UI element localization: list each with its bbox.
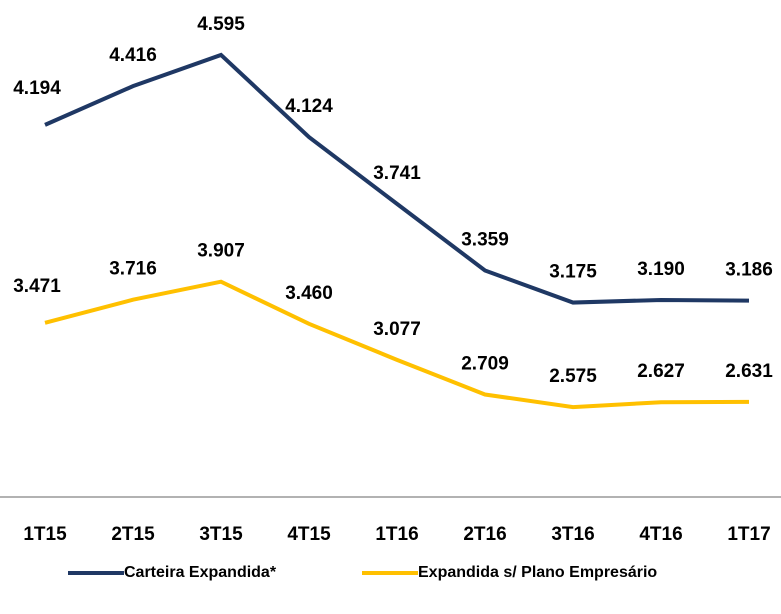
data-label: 2.631 bbox=[725, 361, 773, 382]
legend-label: Carteira Expandida* bbox=[124, 564, 277, 581]
data-label: 3.359 bbox=[461, 229, 509, 250]
data-label: 3.471 bbox=[13, 276, 61, 297]
data-label: 3.460 bbox=[285, 283, 333, 304]
data-label: 3.907 bbox=[197, 241, 245, 262]
series-line bbox=[44, 279, 750, 410]
data-label: 4.194 bbox=[13, 78, 61, 99]
legend-label: Expandida s/ Plano Empresário bbox=[418, 564, 657, 581]
data-label: 3.741 bbox=[373, 163, 421, 184]
data-label: 3.175 bbox=[549, 262, 597, 283]
data-label: 4.595 bbox=[197, 14, 245, 35]
x-tick-label: 2T15 bbox=[111, 524, 155, 545]
data-label: 2.575 bbox=[549, 366, 597, 387]
data-label: 2.709 bbox=[461, 354, 509, 375]
x-tick-label: 1T16 bbox=[375, 524, 418, 545]
data-label: 3.716 bbox=[109, 259, 157, 280]
data-label: 4.416 bbox=[109, 45, 157, 66]
x-tick-label: 4T16 bbox=[639, 524, 682, 545]
x-tick-label: 2T16 bbox=[463, 524, 506, 545]
data-label: 4.124 bbox=[285, 96, 333, 117]
data-label: 3.190 bbox=[637, 259, 685, 280]
x-tick-label: 1T17 bbox=[727, 524, 770, 545]
data-label: 3.077 bbox=[373, 319, 421, 340]
x-tick-label: 4T15 bbox=[287, 524, 331, 545]
data-label: 2.627 bbox=[637, 361, 685, 382]
x-tick-label: 3T16 bbox=[551, 524, 594, 545]
x-tick-label: 3T15 bbox=[199, 524, 243, 545]
series-line bbox=[44, 52, 750, 305]
x-tick-label: 1T15 bbox=[23, 524, 67, 545]
data-label: 3.186 bbox=[725, 260, 773, 281]
